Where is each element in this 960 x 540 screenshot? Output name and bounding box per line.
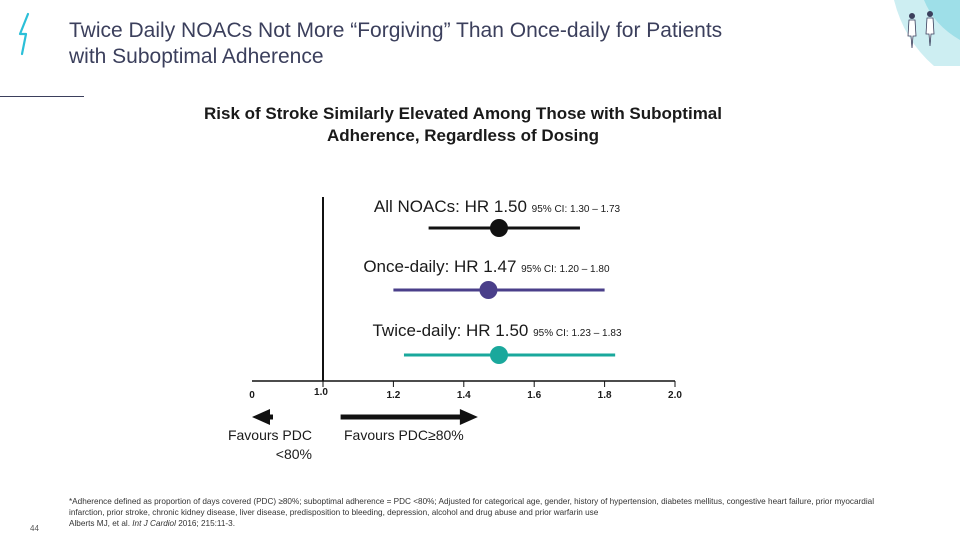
- x-tick-label: 2.0: [668, 390, 682, 401]
- x-tick-label: 1.2: [386, 390, 400, 401]
- row-ci-label: 95% CI: 1.23 – 1.83: [533, 328, 622, 339]
- x-tick-label: 1.8: [598, 390, 612, 401]
- row-label: All NOACs: HR 1.50 95% CI: 1.30 – 1.73: [374, 197, 621, 216]
- hr-point-marker: [490, 219, 508, 237]
- row-hr-label: Once-daily: HR 1.47: [363, 257, 521, 276]
- page-number: 44: [30, 524, 39, 533]
- row-ci-label: 95% CI: 1.30 – 1.73: [532, 204, 621, 215]
- doctor-figure-1-icon: [907, 13, 917, 49]
- forest-row: All NOACs: HR 1.50 95% CI: 1.30 – 1.73: [374, 197, 621, 237]
- forest-row: Once-daily: HR 1.47 95% CI: 1.20 – 1.80: [363, 257, 610, 299]
- title-divider: [0, 96, 84, 97]
- forest-plot: All NOACs: HR 1.50 95% CI: 1.30 – 1.73 On…: [249, 197, 682, 425]
- row-label: Once-daily: HR 1.47 95% CI: 1.20 – 1.80: [363, 257, 610, 276]
- row-label: Twice-daily: HR 1.50 95% CI: 1.23 – 1.83: [372, 321, 621, 340]
- row-hr-label: All NOACs: HR 1.50: [374, 197, 532, 216]
- row-ci-label: 95% CI: 1.20 – 1.80: [521, 264, 610, 275]
- corner-illustration: [894, 0, 960, 66]
- citation-journal: Int J Cardiol: [132, 519, 176, 528]
- citation: Alberts MJ, et al. Int J Cardiol 2016; 2…: [69, 518, 889, 529]
- row-hr-label: Twice-daily: HR 1.50: [372, 321, 533, 340]
- x-tick-label: 1.4: [457, 390, 471, 401]
- favours-left-label: Favours PDC <80%: [227, 427, 312, 462]
- hr-point-marker: [490, 346, 508, 364]
- x-tick-label: 1.0: [314, 387, 328, 398]
- favours-right-arrowhead: [459, 409, 478, 425]
- favours-left-arrowhead: [252, 409, 270, 425]
- chart-subtitle: Risk of Stroke Similarly Elevated Among …: [204, 104, 722, 145]
- citation-authors: Alberts MJ, et al.: [69, 519, 133, 528]
- citation-rest: 2016; 215:11-3.: [175, 519, 235, 528]
- doctor-figure-2-icon: [925, 11, 935, 47]
- favours-right-label: Favours PDC≥80%: [344, 427, 464, 443]
- x-tick-label: 0: [249, 390, 255, 401]
- forest-row: Twice-daily: HR 1.50 95% CI: 1.23 – 1.83: [372, 321, 622, 364]
- footnote-definition: *Adherence defined as proportion of days…: [69, 497, 875, 517]
- slide-title: Twice Daily NOACs Not More “Forgiving” T…: [69, 19, 723, 68]
- hr-point-marker: [479, 281, 498, 299]
- x-tick-label: 1.6: [527, 390, 541, 401]
- lightning-bolt-icon: [18, 12, 30, 56]
- footnote: *Adherence defined as proportion of days…: [69, 496, 889, 529]
